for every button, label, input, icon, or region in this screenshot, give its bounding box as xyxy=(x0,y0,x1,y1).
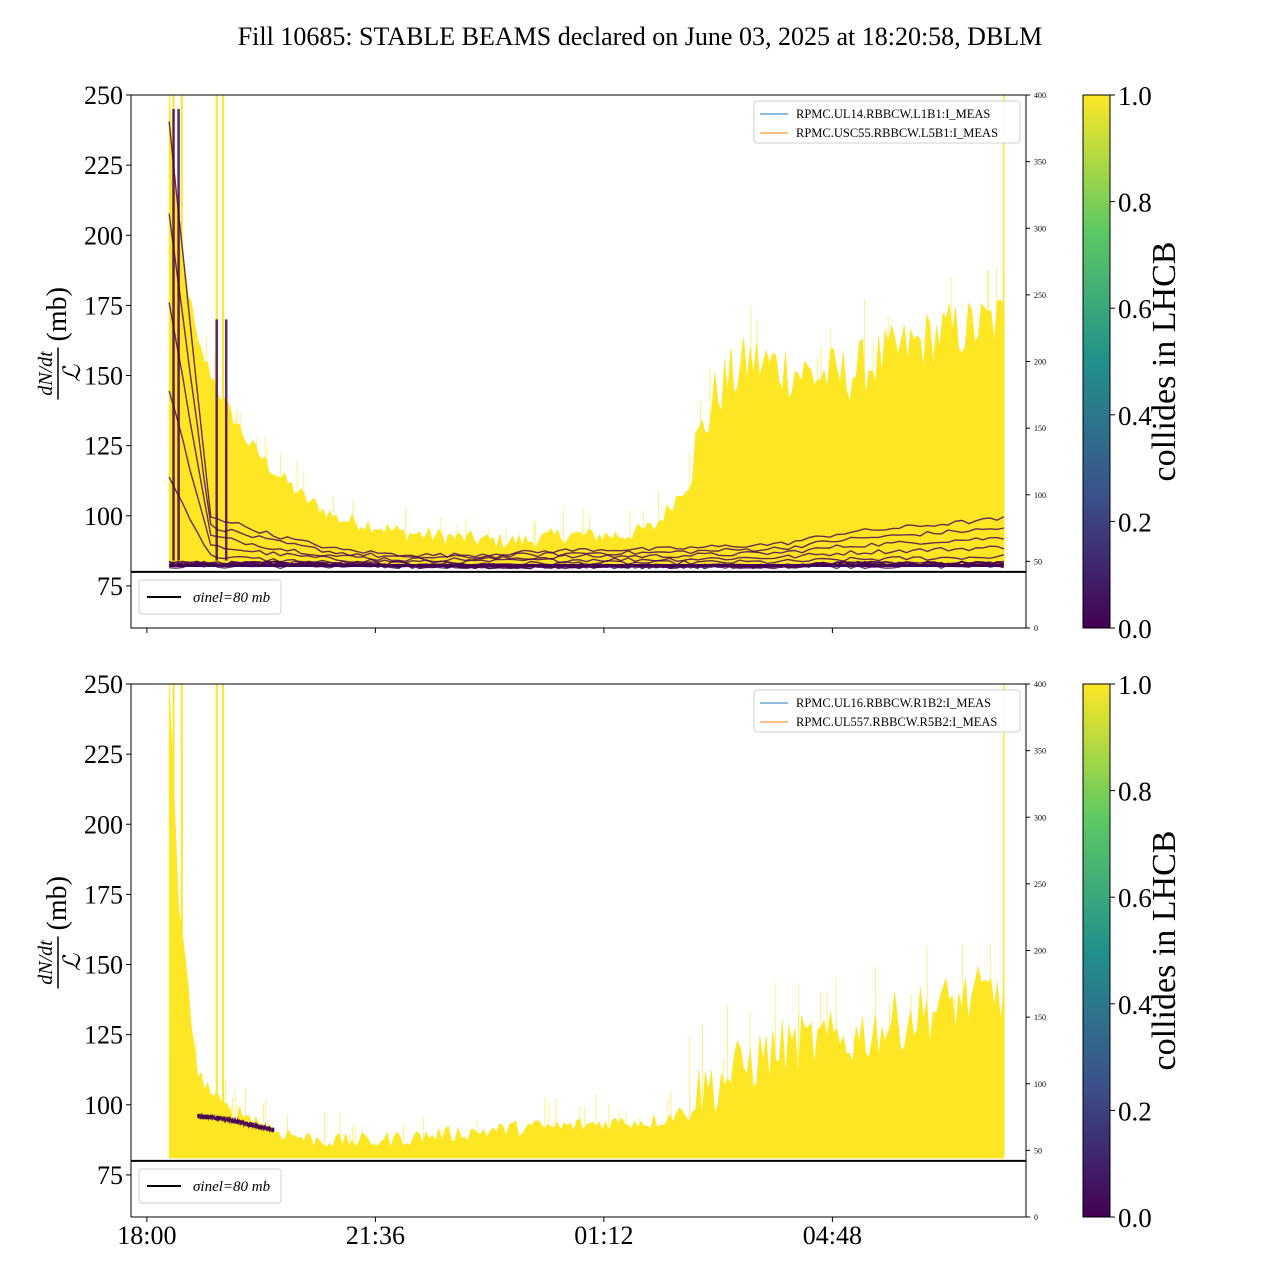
ytick-label: 150 xyxy=(84,362,123,391)
colorbar-label: collides in LHCB xyxy=(1146,831,1183,1071)
legend-box xyxy=(753,689,1021,733)
legend-label-2: RPMC.USC55.RBBCW.L5B1:I_MEAS xyxy=(796,126,998,140)
colorbar-tick-label: 0.4 xyxy=(1118,990,1152,1020)
plot-area-top xyxy=(131,95,1026,573)
ytick-label: 75 xyxy=(97,1161,123,1190)
y-axis-label-numerator: dN/dt xyxy=(35,940,57,985)
series-collides-0-0 xyxy=(168,213,1004,560)
y2tick-label: 300 xyxy=(1034,813,1046,822)
colorbar-tick-label: 0.4 xyxy=(1118,401,1152,431)
xtick-label: 04:48 xyxy=(803,1221,862,1250)
ytick-label: 100 xyxy=(84,1091,123,1120)
colorbar-gradient xyxy=(1082,683,1111,1218)
ytick-label: 175 xyxy=(84,880,123,909)
y2tick-label: 400 xyxy=(1034,680,1046,689)
ytick-label: 200 xyxy=(84,221,123,250)
y2tick-label: 150 xyxy=(1034,424,1046,433)
colorbar-gradient xyxy=(1082,94,1111,629)
colorbar-tick-label: 1.0 xyxy=(1118,670,1152,700)
series-collides-0-0 xyxy=(168,121,1005,559)
y-axis-label-unit: (mb) xyxy=(42,876,73,930)
colorbar-bottom: 0.0 0.2 0.4 0.6 0.8 1.0 collides in LHCB xyxy=(1082,670,1183,1233)
ytick-label: 225 xyxy=(84,151,123,180)
y2tick-label: 50 xyxy=(1034,1146,1042,1155)
xtick-label: 01:12 xyxy=(574,1221,633,1250)
colorbar-tick-label: 0.8 xyxy=(1118,188,1152,218)
series-collides-1-fill xyxy=(168,95,1005,567)
panel-bottom: 75 100 125 150 175 200 225 250 0 50 100 150 200 250 30… xyxy=(35,670,1183,1250)
legend-label-1: RPMC.UL14.RBBCW.L1B1:I_MEAS xyxy=(796,107,990,121)
ytick-label: 250 xyxy=(84,81,123,110)
panel-top: 75 100 125 150 175 200 225 250 0 50 100 150 200 250 30… xyxy=(35,81,1183,644)
legend-box xyxy=(753,100,1021,144)
colorbar-tick-label: 0.8 xyxy=(1118,777,1152,807)
y2tick-label: 400 xyxy=(1034,91,1046,100)
ytick-label: 100 xyxy=(84,502,123,531)
y2tick-label: 150 xyxy=(1034,1013,1046,1022)
y2tick-label: 50 xyxy=(1034,557,1042,566)
y-axis-label: dN/dt ℒ (mb) xyxy=(35,876,86,989)
ytick-label: 125 xyxy=(84,1021,123,1050)
legend-reference: σinel=80 mb xyxy=(138,579,282,615)
ytick-label: 125 xyxy=(84,432,123,461)
y2tick-label: 350 xyxy=(1034,158,1046,167)
legend-box xyxy=(138,1168,282,1204)
series-collides-0-0 xyxy=(197,1112,275,1133)
y-axis-label-unit: (mb) xyxy=(42,287,73,341)
y2tick-label: 100 xyxy=(1034,1080,1046,1089)
plot-area-bottom xyxy=(131,684,1026,1162)
y2tick-label: 300 xyxy=(1034,224,1046,233)
figure-title: Fill 10685: STABLE BEAMS declared on Jun… xyxy=(238,22,1043,51)
colorbar-tick-label: 0.6 xyxy=(1118,883,1152,913)
y2tick-label: 200 xyxy=(1034,947,1046,956)
series-collides-0-0 xyxy=(168,390,1005,565)
legend-reference: σinel=80 mb xyxy=(138,1168,282,1204)
legend-label-reference: σinel=80 mb xyxy=(193,590,271,606)
y2tick-label: 0 xyxy=(1034,624,1038,633)
colorbar-tick-label: 1.0 xyxy=(1118,81,1152,111)
series-collides-1-fill xyxy=(168,684,1005,1159)
legend-currents: RPMC.UL16.RBBCW.R1B2:I_MEAS RPMC.UL557.RB… xyxy=(753,689,1021,733)
colorbar-tick-label: 0.0 xyxy=(1118,614,1152,644)
colorbar-tick-label: 0.2 xyxy=(1118,1096,1152,1126)
y2tick-label: 0 xyxy=(1034,1213,1038,1222)
colorbar-tick-label: 0.6 xyxy=(1118,294,1152,324)
colorbar-tick-label: 0.0 xyxy=(1118,1203,1152,1233)
legend-currents: RPMC.UL14.RBBCW.L1B1:I_MEAS RPMC.USC55.RB… xyxy=(753,100,1021,144)
colorbar-top: 0.0 0.2 0.4 0.6 0.8 1.0 collides in LHCB xyxy=(1082,81,1183,644)
y2tick-label: 350 xyxy=(1034,747,1046,756)
legend-label-reference: σinel=80 mb xyxy=(193,1179,271,1195)
y2tick-label: 250 xyxy=(1034,880,1046,889)
ytick-label: 200 xyxy=(84,810,123,839)
y-axis-label-numerator: dN/dt xyxy=(35,351,57,396)
y2tick-label: 100 xyxy=(1034,491,1046,500)
colorbar-tick-label: 0.2 xyxy=(1118,507,1152,537)
ytick-label: 75 xyxy=(97,572,123,601)
y-axis-label-denominator: ℒ xyxy=(60,364,86,382)
xtick-label: 21:36 xyxy=(346,1221,405,1250)
y-axis-label: dN/dt ℒ (mb) xyxy=(35,287,86,400)
ytick-label: 225 xyxy=(84,740,123,769)
ytick-label: 175 xyxy=(84,291,123,320)
legend-label-1: RPMC.UL16.RBBCW.R1B2:I_MEAS xyxy=(796,696,991,710)
ytick-label: 250 xyxy=(84,670,123,699)
ytick-label: 150 xyxy=(84,951,123,980)
y2tick-label: 250 xyxy=(1034,291,1046,300)
legend-label-2: RPMC.UL557.RBBCW.R5B2:I_MEAS xyxy=(796,715,997,729)
y2tick-label: 200 xyxy=(1034,358,1046,367)
colorbar-label: collides in LHCB xyxy=(1146,242,1183,482)
y-axis-label-denominator: ℒ xyxy=(60,953,86,971)
xtick-label: 18:00 xyxy=(117,1221,176,1250)
legend-box xyxy=(138,579,282,615)
